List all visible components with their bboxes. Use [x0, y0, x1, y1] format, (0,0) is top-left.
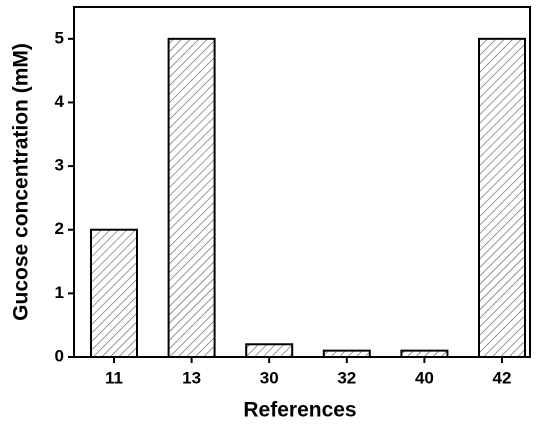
x-axis-title: References [243, 399, 356, 422]
bar [322, 349, 371, 358]
x-tick-label: 30 [260, 368, 279, 387]
x-tick-label: 42 [493, 368, 512, 387]
x-tick-label: 40 [415, 368, 434, 387]
y-axis-title: Gucose concentration (mM) [10, 43, 33, 321]
bar [478, 37, 526, 359]
bar [400, 349, 449, 358]
bar [90, 228, 138, 359]
x-tick-label: 11 [105, 368, 123, 387]
plot-frame [73, 6, 531, 358]
bar [167, 37, 216, 359]
y-tick-label: 3 [55, 156, 64, 175]
x-tick-label: 13 [182, 368, 201, 387]
y-tick-label: 1 [55, 283, 64, 302]
y-tick-label: 5 [55, 28, 64, 47]
y-tick-label: 0 [55, 346, 64, 365]
x-tick-label: 32 [337, 368, 356, 387]
y-tick-label: 2 [55, 219, 64, 238]
bar [245, 343, 294, 359]
y-tick-label: 4 [55, 92, 65, 111]
